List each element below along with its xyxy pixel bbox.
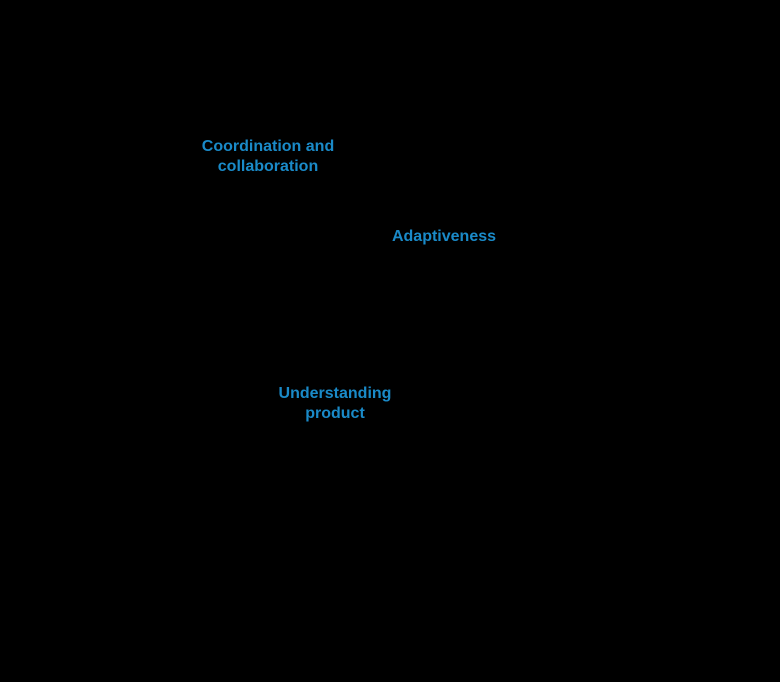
node-understanding: Understanding product xyxy=(235,384,435,424)
node-coordination: Coordination and collaboration xyxy=(168,137,368,177)
diagram-canvas: Coordination and collaboration Adaptiven… xyxy=(0,0,780,682)
node-adaptiveness: Adaptiveness xyxy=(344,227,544,247)
